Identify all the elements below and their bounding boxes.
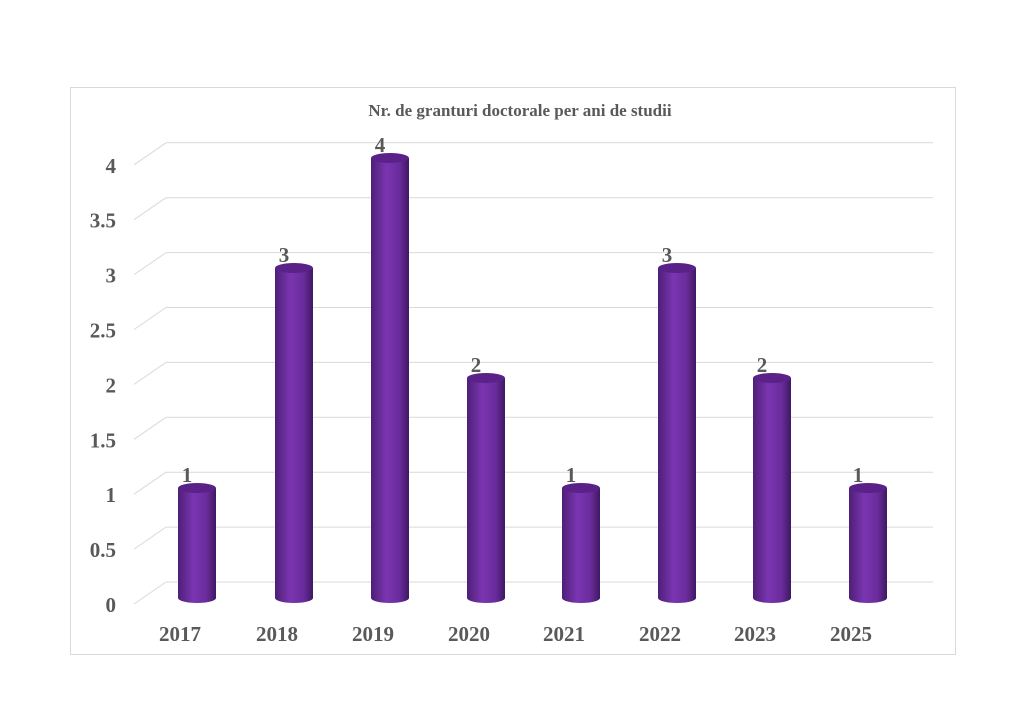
x-tick-label: 2017: [159, 622, 201, 646]
bar-top: [371, 153, 409, 163]
gridline-depth: [133, 142, 167, 166]
gridline-depth: [133, 307, 167, 330]
bar-body: [753, 378, 791, 603]
data-label: 1: [853, 463, 864, 487]
gridline-depth: [133, 581, 167, 605]
y-tick-label: 1.5: [90, 428, 116, 452]
data-label: 1: [566, 463, 577, 487]
x-tick-label: 2021: [543, 622, 585, 646]
y-tick-label: 3: [106, 264, 117, 288]
y-tick-label: 2: [106, 373, 117, 397]
gridline-depth: [133, 416, 167, 440]
bar: 3 2018: [256, 243, 313, 646]
x-tick-label: 2022: [639, 622, 681, 646]
chart-title: Nr. de granturi doctorale per ani de stu…: [368, 101, 671, 120]
x-tick-label: 2023: [734, 622, 776, 646]
data-label: 2: [757, 353, 768, 377]
bar: 1 2017: [159, 463, 216, 646]
data-label: 3: [279, 243, 290, 267]
bar-body: [467, 378, 505, 603]
data-label: 4: [375, 133, 386, 157]
bar-body: [849, 488, 887, 603]
data-label: 3: [662, 243, 673, 267]
bar-body: [371, 158, 409, 603]
bar-top: [467, 373, 505, 383]
bar-top: [275, 263, 313, 273]
data-label: 2: [471, 353, 482, 377]
bar-top: [849, 483, 887, 493]
gridline-depth: [133, 197, 167, 221]
x-tick-label: 2018: [256, 622, 298, 646]
bar-top: [178, 483, 216, 493]
bar: 2 2023: [734, 353, 791, 646]
bar: 4 2019: [352, 133, 409, 646]
y-tick-label: 0: [106, 593, 117, 617]
y-tick-label: 3.5: [90, 209, 116, 233]
gridline-depth: [133, 361, 167, 385]
chart-area: [70, 87, 956, 655]
gridline-depth: [133, 526, 167, 550]
bar: 1 2025: [830, 463, 887, 646]
gridline-depth: [133, 471, 167, 495]
x-tick-label: 2025: [830, 622, 872, 646]
x-tick-label: 2019: [352, 622, 394, 646]
bar-top: [562, 483, 600, 493]
bar: 3 2022: [639, 243, 696, 646]
bar-body: [658, 268, 696, 603]
bar: 2 2020: [448, 353, 505, 646]
y-tick-label: 2.5: [90, 319, 116, 343]
x-tick-label: 2020: [448, 622, 490, 646]
bar-body: [562, 488, 600, 603]
y-tick-label: 0.5: [90, 538, 116, 562]
y-tick-label: 4: [106, 154, 117, 178]
bar: 1 2021: [543, 463, 600, 646]
bar-body: [178, 488, 216, 603]
y-tick-label: 1: [106, 483, 117, 507]
bar-top: [753, 373, 791, 383]
bar-top: [658, 263, 696, 273]
bar-body: [275, 268, 313, 603]
gridline-depth: [133, 252, 167, 276]
data-label: 1: [182, 463, 193, 487]
